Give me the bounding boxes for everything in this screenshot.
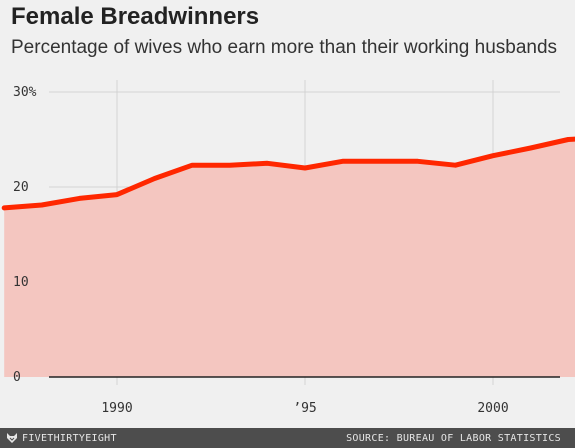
x-tick-label: ’95 [293, 401, 316, 416]
data-point [302, 165, 308, 171]
y-tick-label: 20 [13, 180, 29, 195]
data-point [340, 159, 345, 164]
data-point [114, 192, 120, 197]
x-tick-label: 1990 [101, 401, 132, 416]
series-line-layer [1, 136, 575, 211]
footer-bar: FIVETHIRTYEIGHT SOURCE: BUREAU OF LABOR … [0, 428, 575, 448]
data-point [152, 176, 157, 181]
data-point [566, 137, 571, 142]
x-tick-label: 2000 [477, 401, 508, 416]
y-tick-label: 30% [13, 85, 37, 100]
data-point [453, 162, 458, 168]
series-line [1, 136, 575, 211]
brand: FIVETHIRTYEIGHT [6, 432, 117, 444]
data-point [190, 162, 195, 168]
data-point [39, 202, 44, 208]
data-point [528, 145, 533, 151]
brand-name: FIVETHIRTYEIGHT [22, 432, 117, 444]
fivethirtyeight-fox-icon [7, 433, 17, 443]
y-tick-label: 0 [13, 370, 21, 385]
chart-title: Female Breadwinners [11, 3, 260, 30]
data-point [77, 196, 82, 201]
area-fill-layer [4, 139, 575, 377]
data-point [265, 161, 270, 166]
chart-subtitle: Percentage of wives who earn more than t… [11, 37, 558, 58]
data-point [378, 159, 383, 164]
source-note: SOURCE: BUREAU OF LABOR STATISTICS [346, 432, 561, 444]
data-point [227, 162, 232, 168]
data-point [1, 205, 7, 211]
y-tick-label: 10 [13, 275, 29, 290]
data-point [490, 153, 496, 158]
series-area [4, 139, 575, 377]
data-point [415, 159, 420, 164]
